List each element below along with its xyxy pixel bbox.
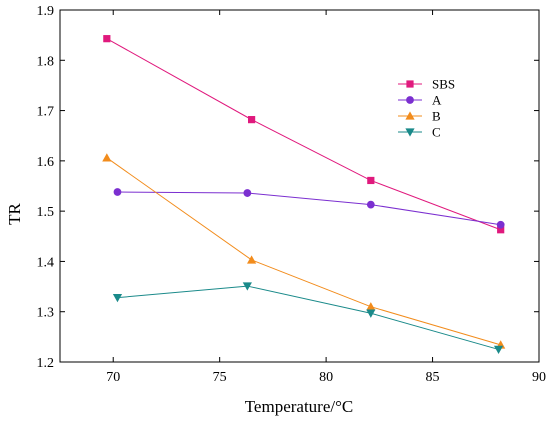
y-axis-title: TR [5,202,24,224]
y-tick-label: 1.3 [37,306,55,321]
x-tick-label: 80 [319,370,333,385]
data-point-a [243,189,252,197]
x-axis-title: Temperature/°C [245,397,354,416]
data-point-b [247,255,257,264]
x-tick-label: 75 [213,370,227,385]
data-point-a [113,188,122,196]
y-tick-label: 1.8 [37,54,55,69]
data-point-c [242,282,252,291]
x-tick-label: 70 [106,370,120,385]
data-point-sbs [367,176,375,185]
axis-ticks: 70 75 80 85 90 1.2 1.3 1.4 1.5 1.6 1.7 1.8 1.9 [37,4,547,385]
x-tick-label: 90 [532,370,546,385]
series-markers [102,35,506,355]
x-tick-label: 85 [426,370,440,385]
legend-label-b: B [432,109,441,124]
y-tick-label: 1.5 [37,205,55,220]
data-point-c [112,293,123,303]
series-line-a [117,191,501,226]
y-tick-label: 1.2 [37,356,55,371]
data-point-b [366,302,376,311]
y-tick-label: 1.7 [37,105,55,120]
legend-marker-c [405,128,415,137]
data-point-sbs [103,35,111,43]
series-line-b [106,157,501,346]
legend-marker-b [405,111,415,120]
data-point-c [493,345,504,355]
series-line-c [117,285,499,350]
data-point-sbs [248,116,256,124]
legend-marker-sbs [406,80,414,88]
legend-label-sbs: SBS [432,77,455,92]
legend-label-a: A [432,93,442,108]
plot-frame [59,9,540,363]
data-point-sbs [497,226,505,234]
series-line-sbs [106,38,501,231]
y-tick-label: 1.4 [37,255,55,270]
series-lines [106,38,501,350]
data-point-a [366,200,375,209]
y-tick-label: 1.6 [37,155,55,170]
data-point-c [366,309,376,318]
data-point-b [102,153,112,162]
y-tick-label: 1.9 [37,4,55,19]
legend-marker-a [406,96,414,104]
data-point-a [496,220,505,229]
legend-label-c: C [432,125,441,140]
